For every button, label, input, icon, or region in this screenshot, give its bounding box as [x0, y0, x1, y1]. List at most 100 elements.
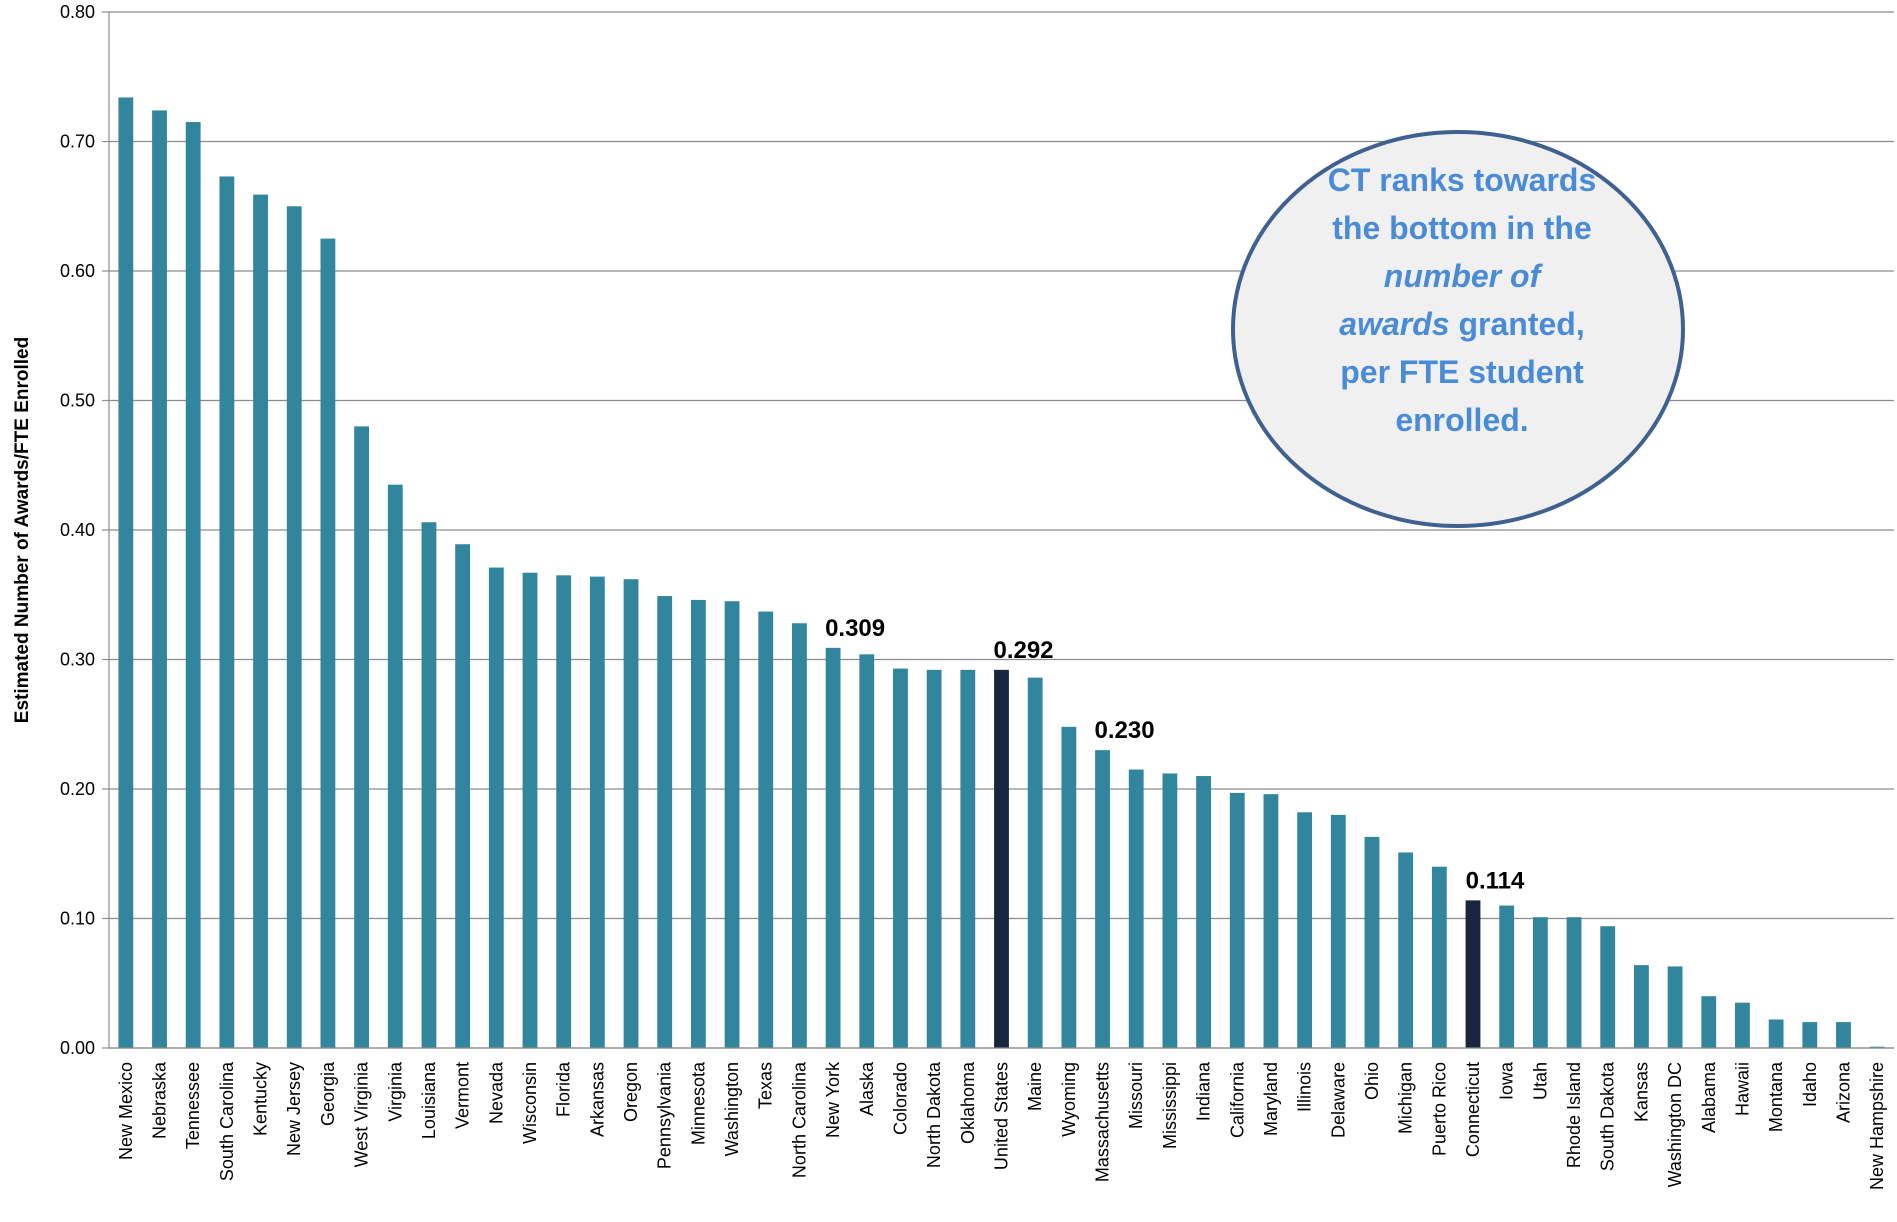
y-tick-label: 0.50 — [60, 391, 95, 411]
bar — [354, 426, 370, 1048]
x-tick-label: Oklahoma — [958, 1061, 978, 1144]
callout-text: number of — [1384, 258, 1544, 294]
bar — [253, 194, 268, 1049]
y-axis-label: Estimated Number of Awards/FTE Enrolled — [12, 337, 33, 723]
bar — [1196, 776, 1211, 1048]
x-tick-label: New Mexico — [116, 1062, 136, 1160]
x-tick-label: Georgia — [318, 1061, 338, 1126]
callout-text: the bottom in the — [1332, 210, 1592, 246]
y-tick-label: 0.10 — [60, 909, 95, 929]
x-tick-label: Hawaii — [1732, 1062, 1752, 1116]
x-tick-label: South Dakota — [1598, 1061, 1618, 1171]
callout-text: enrolled. — [1395, 402, 1528, 438]
bar — [1499, 905, 1515, 1048]
x-tick-label: Missouri — [1126, 1062, 1146, 1129]
x-tick-label: New Hampshire — [1867, 1062, 1887, 1190]
x-tick-label: Minnesota — [688, 1061, 708, 1145]
callout-text: CT ranks towards — [1328, 162, 1597, 198]
y-tick-label: 0.70 — [60, 132, 95, 152]
x-tick-label: Pennsylvania — [655, 1061, 675, 1169]
x-tick-label: Kansas — [1631, 1062, 1651, 1122]
bar — [421, 522, 437, 1048]
bar — [1027, 677, 1043, 1048]
bar — [1566, 917, 1582, 1048]
bar — [1600, 926, 1616, 1048]
x-tick-label: South Carolina — [217, 1061, 237, 1181]
bar — [1229, 792, 1245, 1048]
x-tick-label: Virginia — [385, 1061, 405, 1122]
x-tick-label: Massachusetts — [1093, 1062, 1113, 1182]
bar — [893, 668, 908, 1048]
bar — [488, 567, 504, 1048]
callout-bubble — [1231, 130, 1685, 528]
x-tick-label: Connecticut — [1463, 1062, 1483, 1157]
x-tick-label: Idaho — [1800, 1062, 1820, 1107]
bar — [152, 110, 167, 1049]
y-tick-label: 0.20 — [60, 779, 95, 799]
bar — [1869, 1046, 1885, 1048]
x-tick-label: Rhode Island — [1564, 1062, 1584, 1168]
x-tick-label: New Jersey — [284, 1062, 304, 1156]
x-tick-label: Maine — [1025, 1062, 1045, 1111]
callout-run: granted, — [1450, 306, 1585, 342]
bar — [1297, 812, 1313, 1048]
x-tick-label: Florida — [554, 1061, 574, 1117]
x-tick-label: North Dakota — [924, 1061, 944, 1168]
bar — [320, 238, 336, 1048]
bar — [859, 654, 875, 1048]
bar — [1095, 750, 1110, 1048]
bar — [1667, 966, 1683, 1048]
bar — [1532, 917, 1548, 1048]
bar — [118, 97, 134, 1049]
x-tick-label: Arizona — [1833, 1061, 1853, 1123]
bar — [1701, 996, 1717, 1048]
x-tick-label: Montana — [1766, 1061, 1786, 1132]
bar — [556, 575, 572, 1048]
bar — [1465, 900, 1481, 1048]
bar — [219, 176, 235, 1049]
bar — [758, 611, 774, 1048]
x-tick-label: Indiana — [1194, 1061, 1214, 1121]
x-tick-label: Alaska — [857, 1061, 877, 1116]
bar — [825, 647, 841, 1048]
x-tick-label: Utah — [1530, 1062, 1550, 1100]
y-tick-label: 0.00 — [60, 1038, 95, 1058]
bar — [387, 484, 403, 1048]
callout-run: the bottom in the — [1332, 210, 1592, 246]
bar — [724, 601, 740, 1048]
bar — [1330, 814, 1346, 1048]
bar — [1802, 1022, 1818, 1048]
x-tick-label: Michigan — [1396, 1062, 1416, 1134]
callout-run: enrolled. — [1395, 402, 1528, 438]
x-tick-label: Wyoming — [1059, 1062, 1079, 1137]
x-tick-label: California — [1227, 1061, 1247, 1138]
bar — [1162, 773, 1178, 1048]
callout-text: per FTE student — [1340, 354, 1584, 390]
bar — [1061, 726, 1077, 1048]
bar — [1364, 836, 1380, 1048]
callout-text: awards granted, — [1339, 306, 1584, 342]
x-tick-label: Colorado — [890, 1062, 910, 1135]
y-tick-label: 0.40 — [60, 520, 95, 540]
x-tick-label: Vermont — [453, 1062, 473, 1129]
x-tick-label: New York — [823, 1061, 843, 1138]
x-tick-label: Alabama — [1699, 1061, 1719, 1133]
x-tick-label: Ohio — [1362, 1062, 1382, 1100]
x-tick-label: Nebraska — [150, 1061, 170, 1139]
x-tick-label: Washington — [722, 1062, 742, 1156]
y-tick-label: 0.60 — [60, 261, 95, 281]
x-tick-label: Louisiana — [419, 1061, 439, 1139]
data-label: 0.230 — [1095, 717, 1155, 744]
x-tick-label: Wisconsin — [520, 1062, 540, 1144]
callout-run: CT ranks towards — [1328, 162, 1597, 198]
x-tick-label: Puerto Rico — [1429, 1062, 1449, 1156]
callout-run: number of — [1384, 258, 1544, 294]
bar — [1263, 794, 1279, 1048]
bar — [522, 572, 538, 1048]
x-tick-label: Maryland — [1261, 1062, 1281, 1136]
x-tick-label: Washington DC — [1665, 1062, 1685, 1187]
x-tick-label: Kentucky — [251, 1062, 271, 1136]
bar — [589, 576, 605, 1048]
bar — [792, 623, 807, 1048]
